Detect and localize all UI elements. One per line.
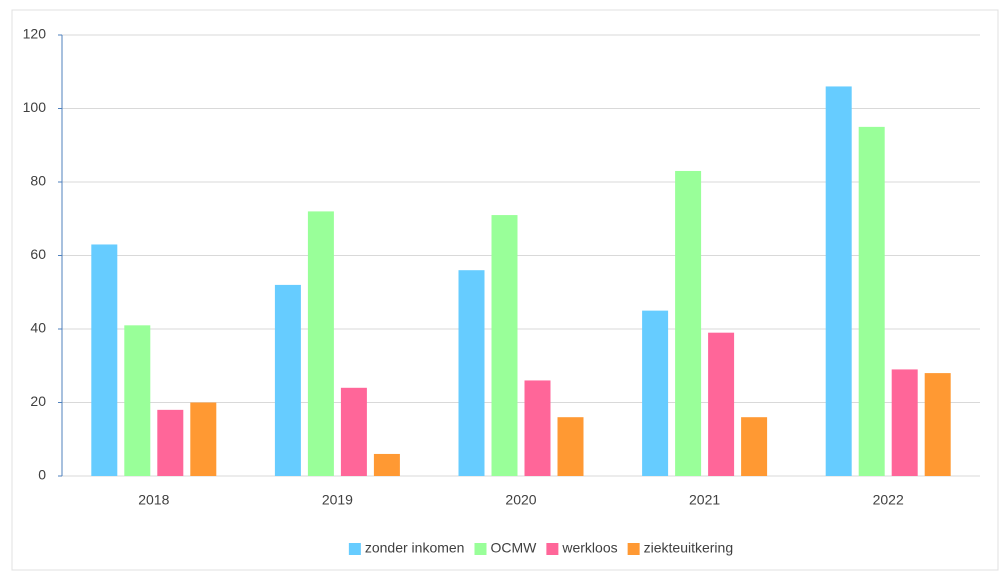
x-tick-label: 2022 xyxy=(873,492,904,508)
y-tick-label: 20 xyxy=(30,393,46,409)
bar xyxy=(708,332,735,476)
y-tick-label: 60 xyxy=(30,246,46,262)
bar xyxy=(924,373,951,476)
y-tick-label: 80 xyxy=(30,173,46,189)
y-tick-label: 40 xyxy=(30,320,46,336)
y-tick-label: 120 xyxy=(23,26,47,42)
bar xyxy=(91,244,118,476)
y-tick-label: 100 xyxy=(23,99,47,115)
bar xyxy=(157,409,184,476)
y-tick-label: 0 xyxy=(38,467,46,483)
legend-label: zonder inkomen xyxy=(365,540,465,556)
legend-label: ziekteuitkering xyxy=(644,540,734,556)
bar xyxy=(340,387,367,476)
bar xyxy=(642,310,669,476)
x-tick-label: 2019 xyxy=(322,492,353,508)
x-tick-label: 2021 xyxy=(689,492,720,508)
bar xyxy=(557,417,584,476)
bar xyxy=(190,402,217,476)
legend-label: OCMW xyxy=(490,540,537,556)
x-tick-label: 2020 xyxy=(505,492,536,508)
legend-swatch xyxy=(627,543,640,555)
bar xyxy=(307,211,334,476)
legend-label: werkloos xyxy=(561,540,617,556)
bar xyxy=(124,325,151,476)
x-tick-label: 2018 xyxy=(138,492,169,508)
bar xyxy=(524,380,551,476)
legend-swatch xyxy=(546,543,559,555)
bar xyxy=(491,215,518,476)
bar xyxy=(675,170,702,476)
legend-swatch xyxy=(474,543,487,555)
bar xyxy=(858,126,885,476)
bar xyxy=(825,86,852,476)
bar xyxy=(891,369,918,476)
bar xyxy=(741,417,768,476)
legend-swatch xyxy=(348,543,361,555)
bar xyxy=(458,270,485,476)
bar xyxy=(274,284,301,476)
bar xyxy=(373,453,400,476)
